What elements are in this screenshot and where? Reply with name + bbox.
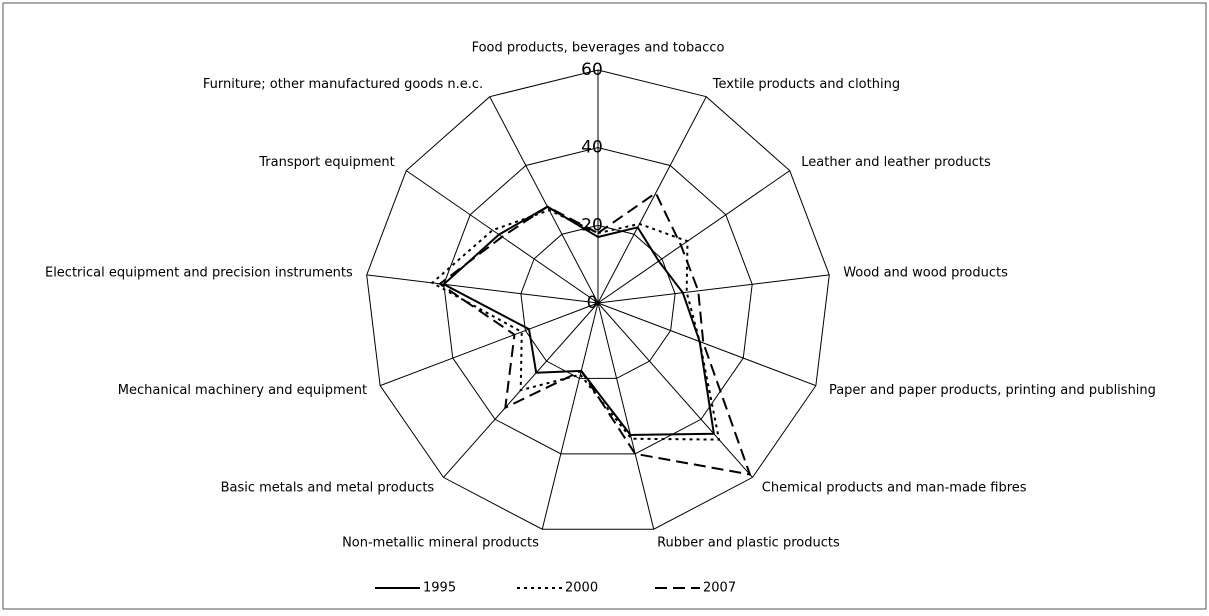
category-label: Mechanical machinery and equipment (118, 383, 367, 398)
spoke (597, 96, 707, 304)
legend-label: 1995 (423, 581, 456, 596)
category-label: Furniture; other manufactured goods n.e.… (203, 77, 483, 92)
category-label: Paper and paper products, printing and p… (829, 383, 1156, 398)
category-label: Transport equipment (258, 155, 394, 170)
grid-ring (443, 147, 753, 455)
spoke (541, 302, 599, 530)
category-label: Electrical equipment and precision instr… (45, 266, 353, 281)
category-label: Basic metals and metal products (221, 480, 435, 495)
grid-ring (366, 69, 830, 530)
series-line (438, 191, 752, 476)
spoke (597, 302, 753, 478)
spoke (379, 302, 599, 387)
spoke (489, 96, 599, 304)
spoke (597, 274, 830, 304)
category-label: Leather and leather products (801, 155, 991, 170)
legend-label: 2000 (565, 581, 598, 596)
category-label: Non-metallic mineral products (342, 535, 539, 550)
radial-tick-label: 40 (581, 138, 603, 158)
spoke (366, 274, 599, 304)
category-label: Food products, beverages and tobacco (472, 41, 725, 56)
spoke (597, 302, 817, 387)
category-label: Rubber and plastic products (657, 535, 840, 550)
radial-tick-label: 60 (581, 60, 603, 80)
radial-tick-label: 0 (587, 293, 598, 313)
category-label: Textile products and clothing (712, 77, 900, 92)
series-line (442, 205, 716, 436)
spoke (597, 170, 791, 304)
grid-ring (520, 224, 676, 379)
legend-label: 2007 (703, 581, 736, 596)
category-label: Wood and wood products (843, 266, 1008, 281)
spoke (597, 302, 655, 530)
category-label: Chemical products and man-made fibres (762, 480, 1027, 495)
